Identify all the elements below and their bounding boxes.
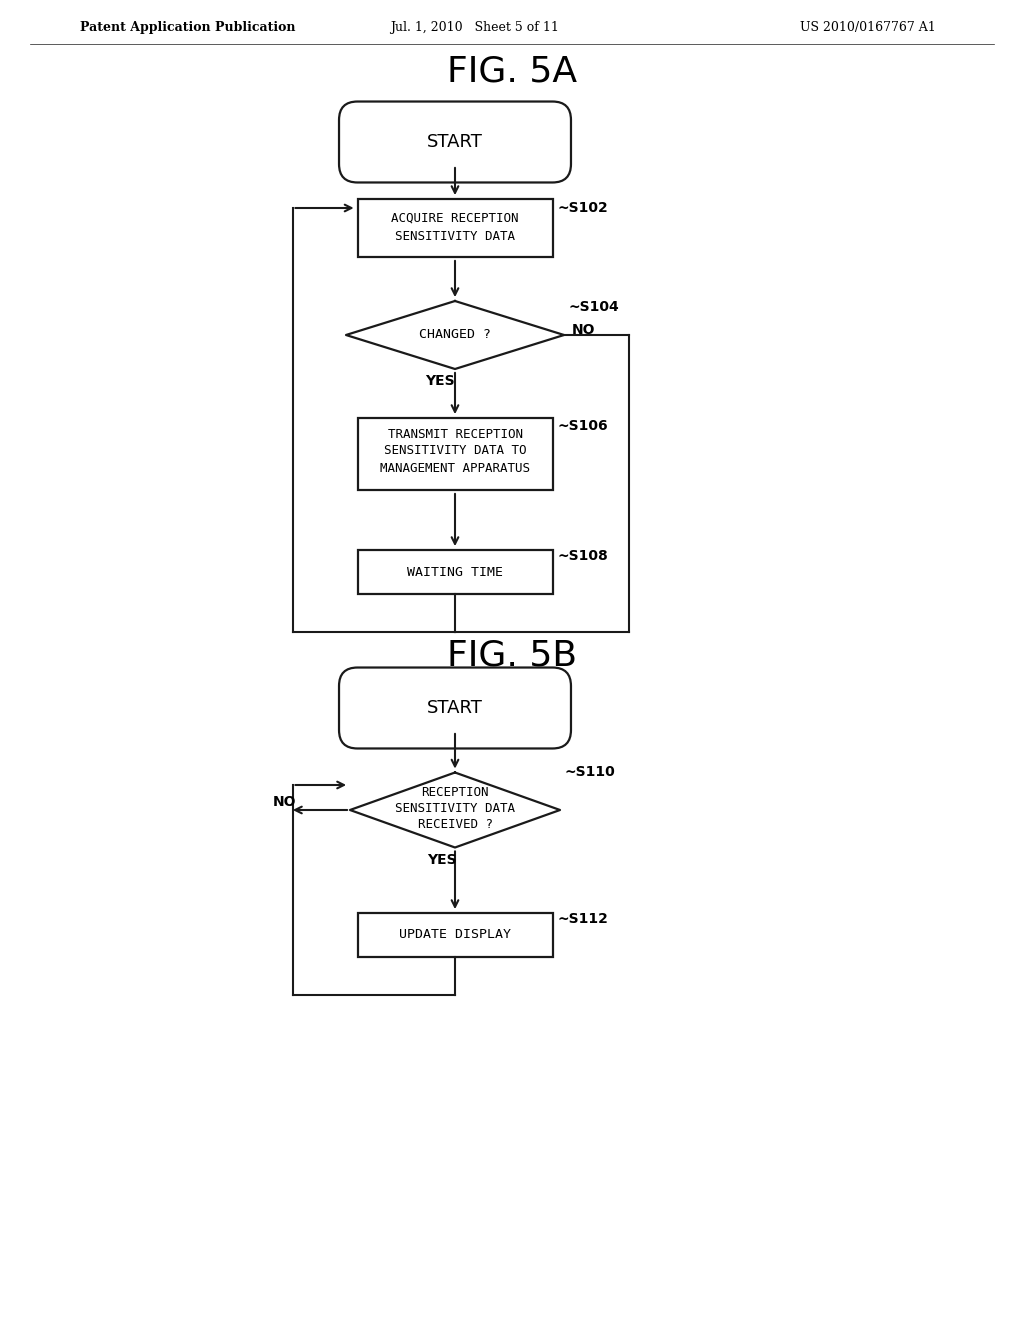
Text: ACQUIRE RECEPTION: ACQUIRE RECEPTION [391,211,519,224]
Bar [357,418,553,490]
Text: MANAGEMENT APPARATUS: MANAGEMENT APPARATUS [380,462,530,474]
Text: FIG. 5A: FIG. 5A [446,55,578,88]
Text: START: START [427,700,483,717]
Text: WAITING TIME: WAITING TIME [407,565,503,578]
FancyBboxPatch shape [339,668,571,748]
Bar [357,550,553,594]
Text: SENSITIVITY DATA: SENSITIVITY DATA [395,801,515,814]
Text: ~S112: ~S112 [557,912,608,927]
Text: FIG. 5B: FIG. 5B [447,638,577,672]
Text: ~S110: ~S110 [565,766,615,779]
Bar [357,913,553,957]
Bar [357,199,553,257]
Text: START: START [427,133,483,150]
Text: ~S102: ~S102 [557,201,608,215]
Text: SENSITIVITY DATA TO: SENSITIVITY DATA TO [384,445,526,458]
Polygon shape [350,772,560,847]
Text: NO: NO [273,795,297,809]
Text: SENSITIVITY DATA: SENSITIVITY DATA [395,231,515,243]
Text: ~S104: ~S104 [569,300,620,314]
FancyBboxPatch shape [339,102,571,182]
Text: ~S108: ~S108 [557,549,608,564]
Text: RECEPTION: RECEPTION [421,785,488,799]
Polygon shape [346,301,564,370]
Text: US 2010/0167767 A1: US 2010/0167767 A1 [800,21,936,34]
Text: RECEIVED ?: RECEIVED ? [418,817,493,830]
Text: Patent Application Publication: Patent Application Publication [80,21,296,34]
Text: ~S106: ~S106 [557,418,608,433]
Text: TRANSMIT RECEPTION: TRANSMIT RECEPTION [387,428,522,441]
Text: Jul. 1, 2010   Sheet 5 of 11: Jul. 1, 2010 Sheet 5 of 11 [390,21,559,34]
Text: CHANGED ?: CHANGED ? [419,329,490,342]
Text: YES: YES [427,853,457,866]
Text: NO: NO [572,323,596,337]
Text: UPDATE DISPLAY: UPDATE DISPLAY [399,928,511,941]
Text: YES: YES [425,374,455,388]
